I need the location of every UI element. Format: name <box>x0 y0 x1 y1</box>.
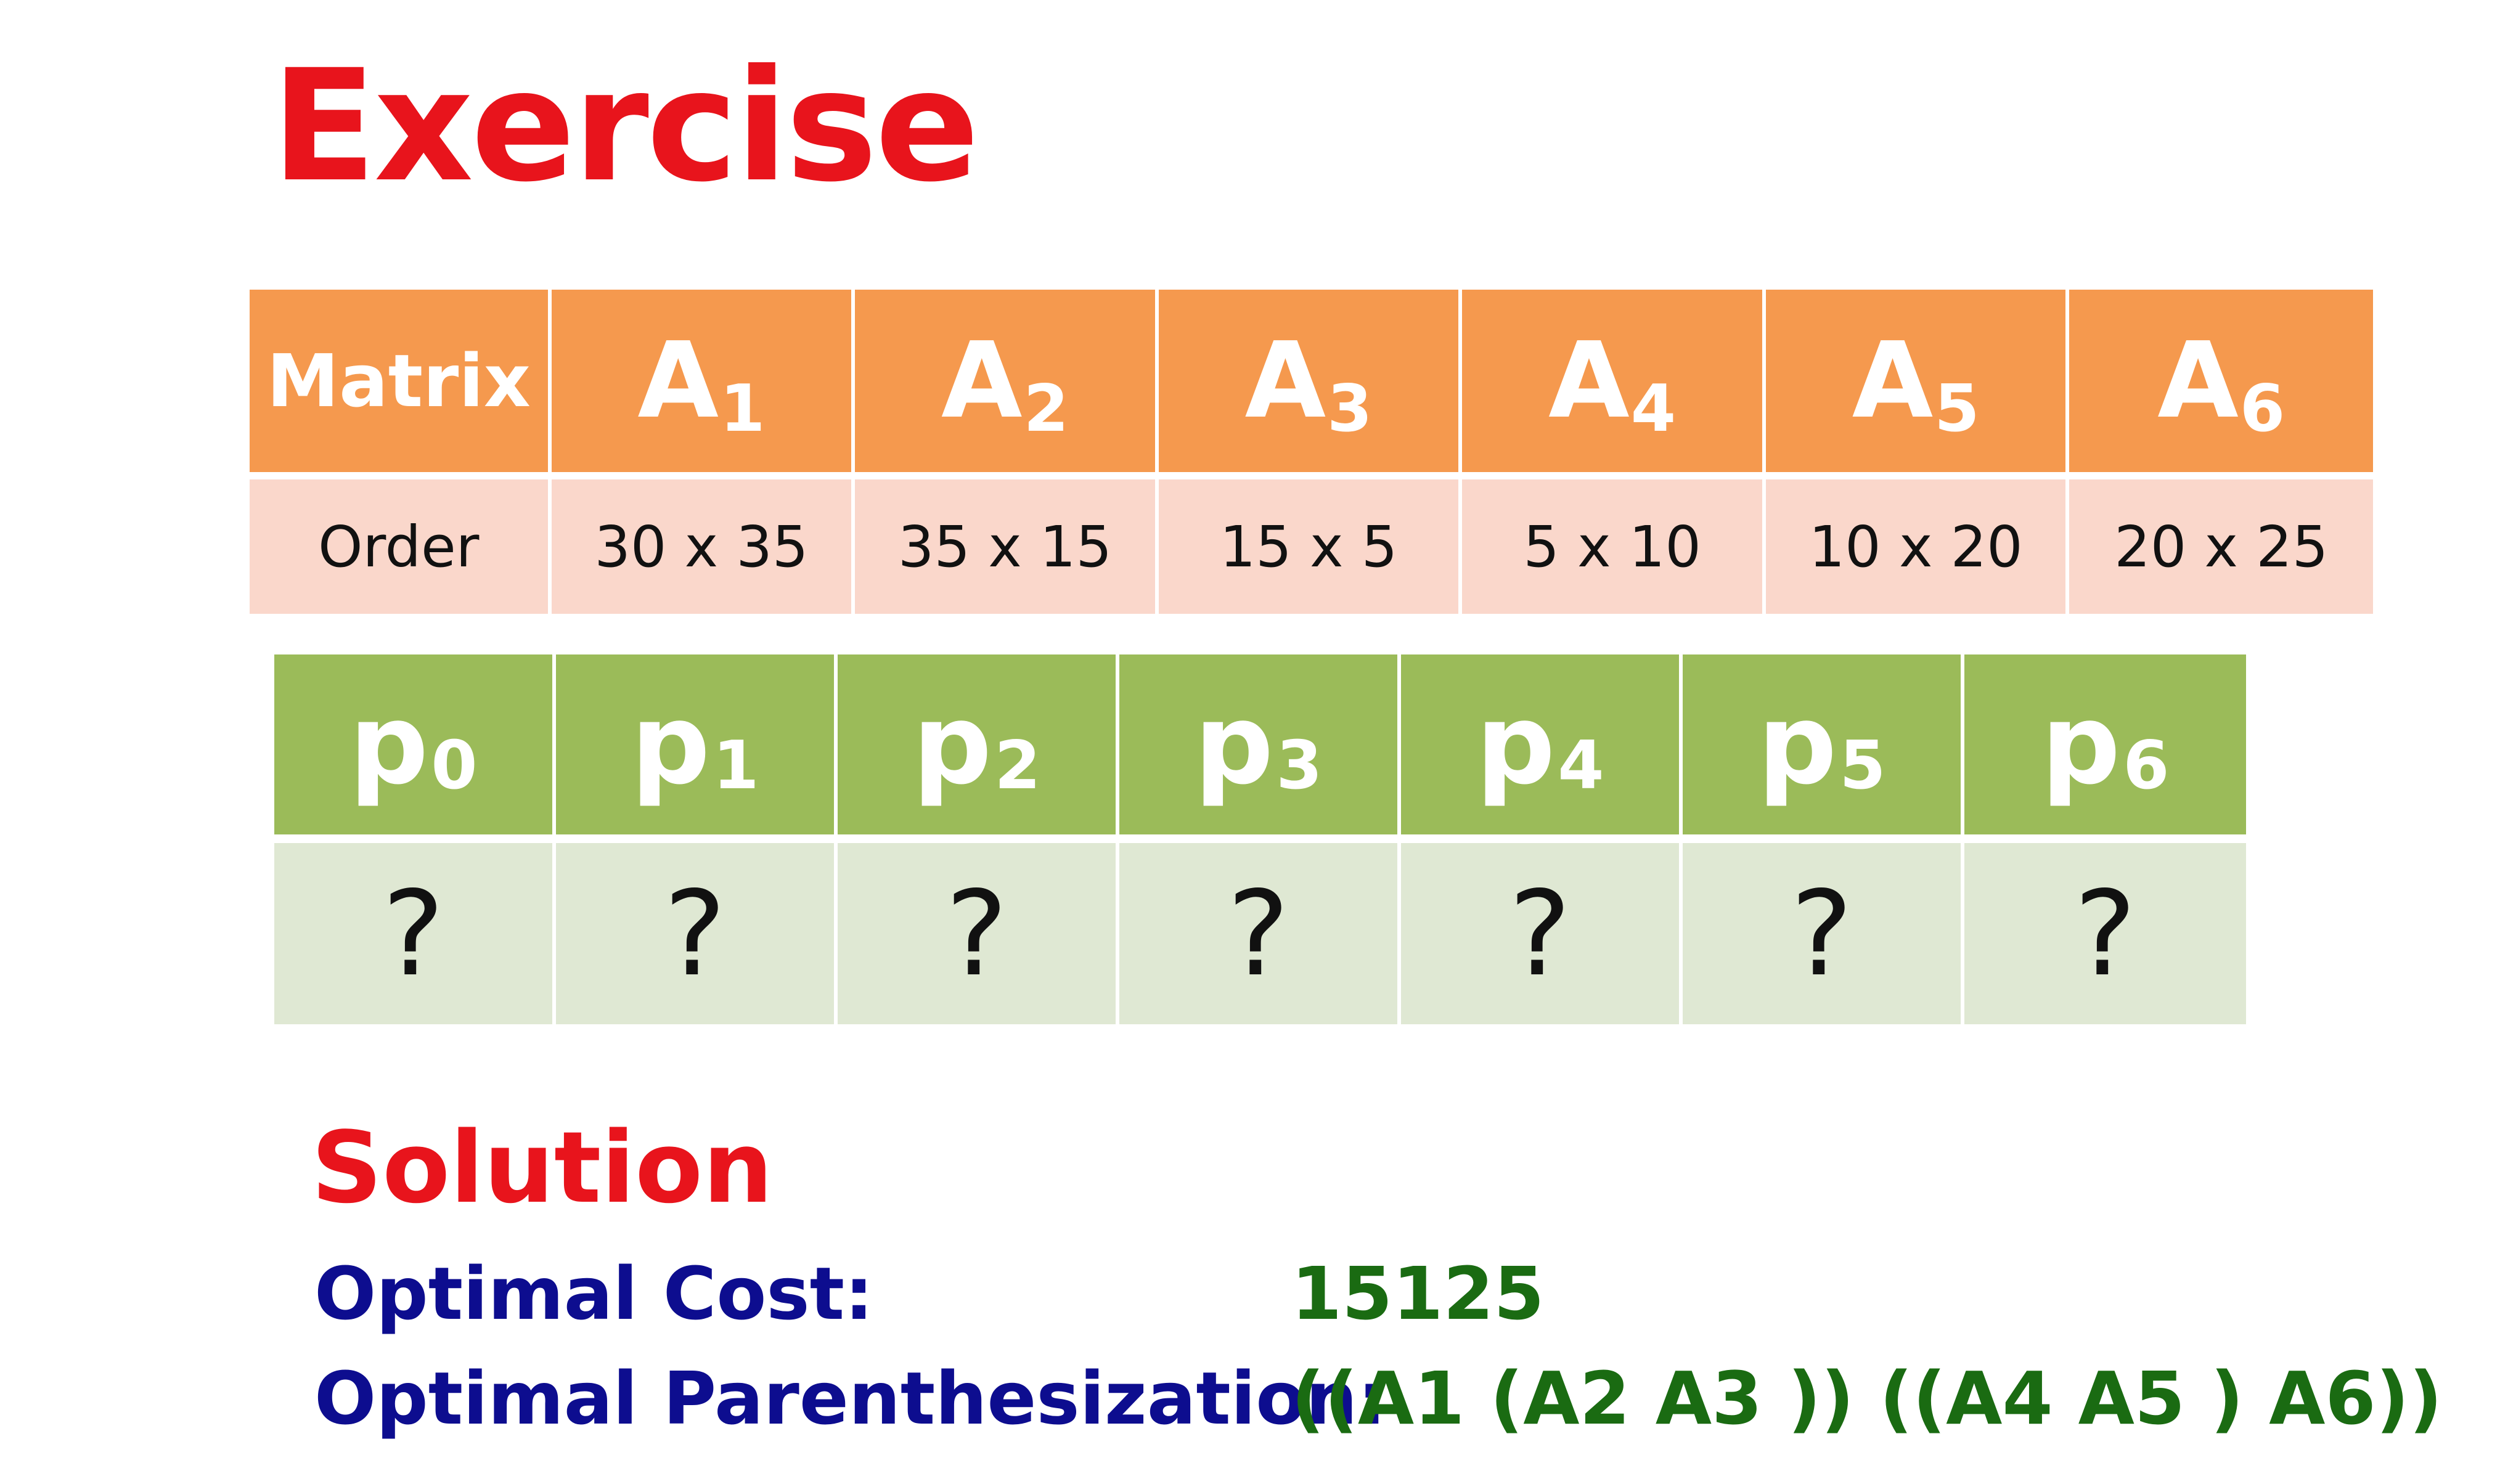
p-name: p <box>1476 680 1556 809</box>
p-name: p <box>2041 680 2121 809</box>
p-value-0: ? <box>274 834 556 1024</box>
p-value-1: ? <box>556 834 838 1024</box>
p-name: p <box>631 680 711 809</box>
matrix-name: A <box>1244 320 1326 442</box>
p-subscript: 0 <box>431 727 478 805</box>
matrix-header-label: Matrix <box>250 290 552 472</box>
order-cell-a6: 20 x 25 <box>2069 472 2374 614</box>
p-value-3: ? <box>1119 834 1401 1024</box>
p-value-6: ? <box>1964 834 2246 1024</box>
p-subscript: 6 <box>2123 727 2170 805</box>
optimal-cost-line: Optimal Cost: 15125 <box>314 1257 1545 1330</box>
p-name: p <box>912 680 992 809</box>
matrix-name: A <box>1548 320 1630 442</box>
p-name: p <box>1757 680 1837 809</box>
matrix-name: A <box>1852 320 1934 442</box>
matrix-name: A <box>2157 320 2239 442</box>
p-value-5: ? <box>1683 834 1964 1024</box>
p-subscript: 2 <box>994 727 1041 805</box>
p-subscript: 1 <box>713 727 759 805</box>
p-value-2: ? <box>838 834 1119 1024</box>
optimal-parenthesization-value: ((A1 (A2 A3 )) ((A4 A5 ) A6)) <box>1291 1356 2443 1441</box>
optimal-parenthesization-line: Optimal Parenthesization: ((A1 (A2 A3 ))… <box>314 1362 2442 1435</box>
p-subscript: 5 <box>1839 727 1886 805</box>
matrix-subscript: 1 <box>719 370 766 446</box>
order-cell-a2: 35 x 15 <box>855 472 1159 614</box>
matrix-name: A <box>637 320 719 442</box>
order-cell-a1: 30 x 35 <box>551 472 856 614</box>
order-cell-a5: 10 x 20 <box>1765 472 2070 614</box>
matrix-subscript: 4 <box>1630 370 1677 446</box>
p-name: p <box>1194 680 1274 809</box>
p-subscript: 3 <box>1276 727 1323 805</box>
optimal-parenthesization-label: Optimal Parenthesization: <box>314 1356 1387 1441</box>
p-value-row: ? ? ? ? ? ? ? <box>274 834 2247 1024</box>
matrix-subscript: 6 <box>2239 370 2286 446</box>
solution-heading: Solution <box>311 1110 774 1225</box>
matrix-order-row: Order 30 x 35 35 x 15 15 x 5 5 x 10 10 x… <box>250 472 2374 614</box>
page-title: Exercise <box>271 36 979 216</box>
matrix-subscript: 5 <box>1934 370 1980 446</box>
optimal-cost-value: 15125 <box>1291 1251 1545 1336</box>
order-cell-a3: 15 x 5 <box>1158 472 1463 614</box>
matrix-name: A <box>941 320 1023 442</box>
p-name: p <box>349 680 429 809</box>
p-subscript: 4 <box>1558 727 1604 805</box>
p-value-4: ? <box>1401 834 1683 1024</box>
order-cell-a4: 5 x 10 <box>1462 472 1766 614</box>
matrix-subscript: 3 <box>1327 370 1373 446</box>
matrix-subscript: 2 <box>1023 370 1069 446</box>
order-row-label: Order <box>250 472 552 614</box>
optimal-cost-label: Optimal Cost: <box>314 1251 874 1336</box>
